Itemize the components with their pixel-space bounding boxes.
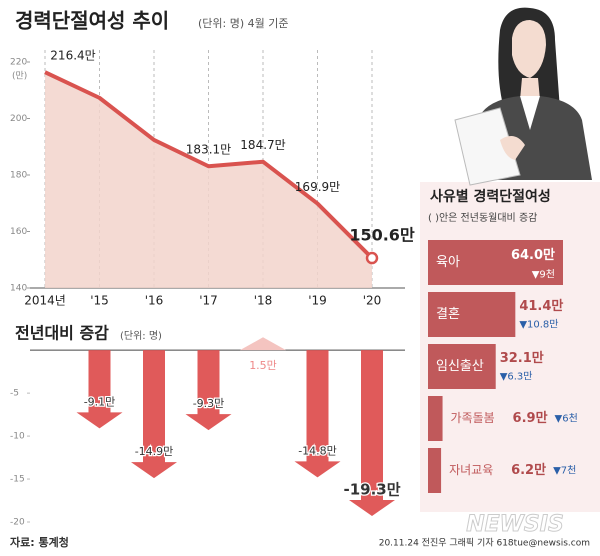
bar xyxy=(428,240,563,285)
y-tick-label: 160 xyxy=(10,227,27,237)
data-label: 216.4만 xyxy=(50,49,95,63)
arrow xyxy=(185,350,232,431)
change-label: ▼6.3만 xyxy=(500,371,533,383)
y-tick-label: 200 xyxy=(10,114,27,124)
watermark: NEWSIS xyxy=(466,512,564,537)
chart-title: 경력단절여성 추이 xyxy=(15,9,169,33)
chart-title: 사유별 경력단절여성 xyxy=(430,188,551,205)
data-label: -9.1만 xyxy=(84,395,116,408)
data-label: 169.9만 xyxy=(295,180,340,194)
y-tick-label: 180 xyxy=(10,171,27,181)
chart-title: 전년대비 증감 xyxy=(15,324,109,343)
x-tick-label: '17 xyxy=(199,294,218,308)
data-label: 6.2만 xyxy=(511,462,546,478)
y-tick-label: 220 xyxy=(10,58,27,68)
arrow xyxy=(294,350,341,478)
illustration xyxy=(454,7,592,186)
data-label: 41.4만 xyxy=(519,298,563,314)
chart-subtitle: (단위: 명) xyxy=(120,329,162,342)
bar xyxy=(428,292,516,337)
bar xyxy=(428,344,496,389)
area xyxy=(45,72,372,288)
data-label: 64.0만 xyxy=(511,247,555,263)
bar xyxy=(428,396,443,441)
arrow xyxy=(240,337,286,351)
category-label: 가족돌봄 xyxy=(451,411,495,425)
x-tick-label: '20 xyxy=(363,294,382,308)
category-label: 육아 xyxy=(436,255,460,270)
chart-subtitle: ( )안은 전년동월대비 증감 xyxy=(428,212,537,224)
arrow xyxy=(76,350,123,429)
category-label: 임신출산 xyxy=(436,359,484,374)
point xyxy=(365,251,379,265)
bar xyxy=(428,448,442,493)
arrow xyxy=(131,350,177,479)
arrow xyxy=(349,350,395,516)
data-label: -14.9만 xyxy=(135,445,174,458)
line xyxy=(44,70,374,260)
chart-subtitle: (단위: 명) 4월 기준 xyxy=(198,17,289,30)
data-label: 6.9만 xyxy=(513,410,548,426)
x-tick-label: '18 xyxy=(254,294,273,308)
change-label: ▼6천 xyxy=(555,413,578,425)
y-tick-label: -5 xyxy=(10,389,19,399)
data-label: -14.8만 xyxy=(298,444,337,457)
y-tick-label: 140 xyxy=(10,284,27,294)
category-label: 자녀교육 xyxy=(449,463,493,477)
data-label: 150.6만 xyxy=(349,226,415,245)
source: 자료: 통계청 xyxy=(10,535,69,549)
data-label: 1.5만 xyxy=(249,359,277,372)
data-label: -19.3만 xyxy=(343,480,400,498)
data-label: -9.3만 xyxy=(193,397,225,410)
y-tick-label: -10 xyxy=(10,432,25,442)
change-label: ▼10.8만 xyxy=(519,319,558,331)
change-label: ▼7천 xyxy=(553,465,576,477)
change-label: ▼9천 xyxy=(532,269,555,281)
x-tick-label: '16 xyxy=(145,294,164,308)
x-tick-label: '15 xyxy=(90,294,109,308)
x-tick-label: '19 xyxy=(308,294,327,308)
data-label: 184.7만 xyxy=(240,138,285,152)
data-label: 32.1만 xyxy=(500,350,544,366)
y-unit: (만) xyxy=(12,71,27,82)
y-tick-label: -20 xyxy=(10,518,25,528)
credit: 20.11.24 전진우 그래픽 기자 618tue@newsis.com xyxy=(379,538,590,549)
y-tick-label: -15 xyxy=(10,475,25,485)
x-tick-label: 2014년 xyxy=(24,294,66,308)
category-label: 결혼 xyxy=(436,307,460,322)
data-label: 183.1만 xyxy=(186,143,231,157)
